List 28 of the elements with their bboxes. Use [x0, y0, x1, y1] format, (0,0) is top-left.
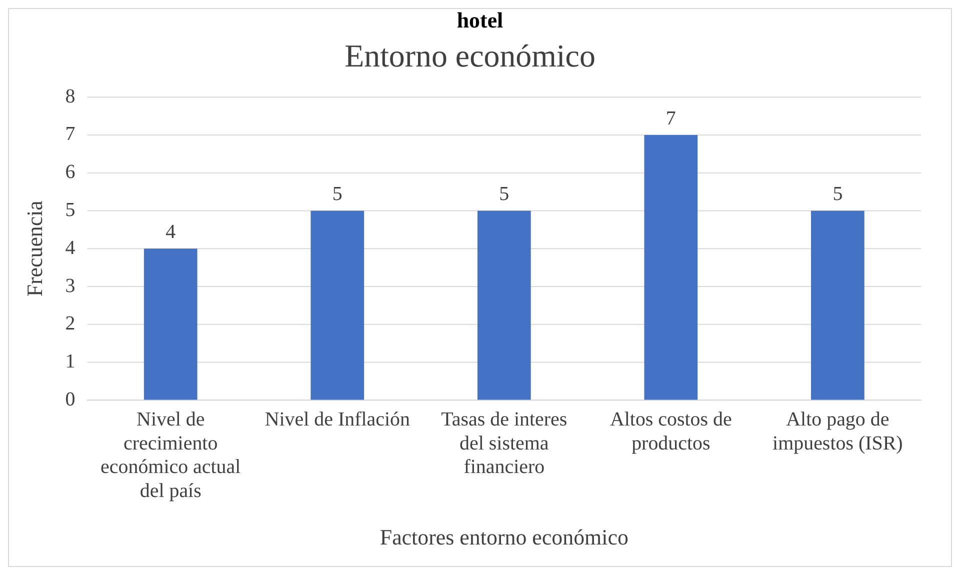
bar	[811, 210, 864, 400]
data-label: 5	[332, 183, 342, 206]
bar	[144, 248, 198, 400]
y-tick-label: 4	[65, 236, 76, 259]
text: hotel	[456, 8, 504, 33]
bar	[477, 210, 531, 400]
bar	[310, 210, 364, 400]
x-tick-label: Nivel de crecimiento económico actual del país	[100, 408, 242, 502]
y-tick-label: 2	[65, 312, 76, 335]
x-tick-label: Altos costos de productos	[610, 408, 732, 454]
y-tick-label: 1	[65, 350, 76, 373]
y-tick-label: 6	[65, 161, 76, 184]
y-tick-label: 3	[65, 274, 76, 297]
x-tick-label: Alto pago de impuestos (ISR)	[772, 408, 903, 454]
chart-title: Entorno económico	[344, 38, 596, 74]
y-axis-title: Frecuencia	[22, 200, 47, 297]
y-tick-label: 5	[65, 198, 76, 221]
data-label: 5	[499, 183, 510, 206]
data-label: 7	[666, 107, 676, 130]
data-label: 4	[166, 220, 176, 243]
bar	[644, 134, 698, 400]
y-tick-label: 8	[65, 85, 76, 108]
y-tick-label: 7	[65, 123, 76, 146]
y-tick-label: 0	[65, 388, 76, 410]
data-label: 5	[832, 183, 843, 206]
x-axis-title: Factores entorno económico	[380, 524, 628, 550]
x-tick-label: Nivel de Inflación	[264, 408, 410, 430]
x-tick-label: Tasas de interes del sistema financiero	[441, 408, 568, 478]
